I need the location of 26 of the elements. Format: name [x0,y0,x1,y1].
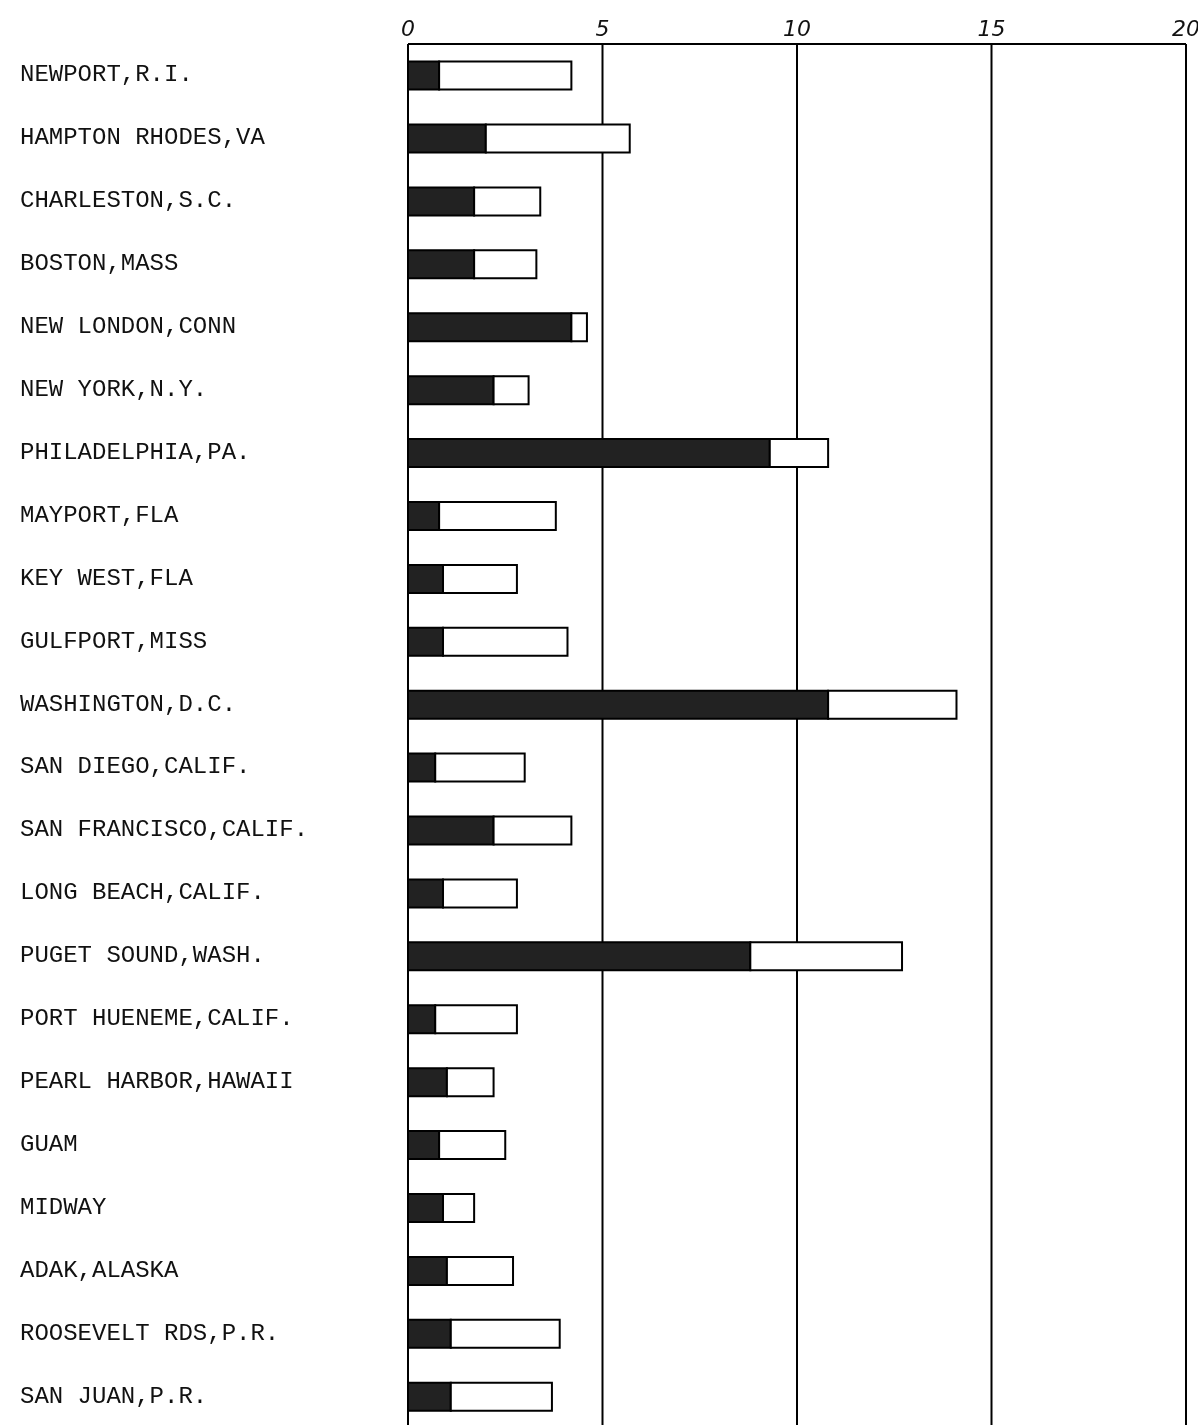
y-tick-label: PHILADELPHIA,PA. [20,438,251,466]
y-tick-label: GUAM [20,1130,78,1158]
y-tick-label: PEARL HARBOR,HAWAII [20,1068,294,1095]
y-tick-label: CHARLESTON,S.C. [20,187,237,215]
y-tick-label: ADAK,ALASKA [20,1256,180,1284]
y-tick-label: MIDWAY [20,1193,107,1221]
y-tick-label: GULFPORT,MISS [20,627,208,655]
y-tick-label: WASHINGTON,D.C. [20,690,237,718]
x-tick-label: 10 [783,16,811,41]
y-tick-label: SAN FRANCISCO,CALIF. [20,816,309,844]
y-tick-label: ROOSEVELT RDS,P.R. [20,1319,280,1347]
x-tick-label: 15 [977,16,1006,41]
y-tick-label: SAN DIEGO,CALIF. [20,753,251,781]
y-tick-label: PUGET SOUND,WASH. [20,942,265,970]
y-tick-label: SAN JUAN,P.R. [20,1382,208,1410]
y-tick-label: KEY WEST,FLA [20,564,194,592]
x-tick-label: 0 [401,16,415,41]
y-tick-label: PORT HUENEME,CALIF. [20,1005,294,1033]
y-tick-label: HAMPTON RHODES,VA [20,124,266,152]
y-tick-label: BOSTON,MASS [20,250,179,278]
x-tick-label: 5 [595,16,610,41]
y-tick-label: NEW YORK,N.Y. [20,376,208,403]
y-tick-label: NEWPORT,R.I. [20,61,193,89]
y-tick-label: NEW LONDON,CONN [20,313,237,341]
y-tick-label: MAYPORT,FLA [20,501,180,529]
y-tick-label: LONG BEACH,CALIF. [20,879,265,907]
